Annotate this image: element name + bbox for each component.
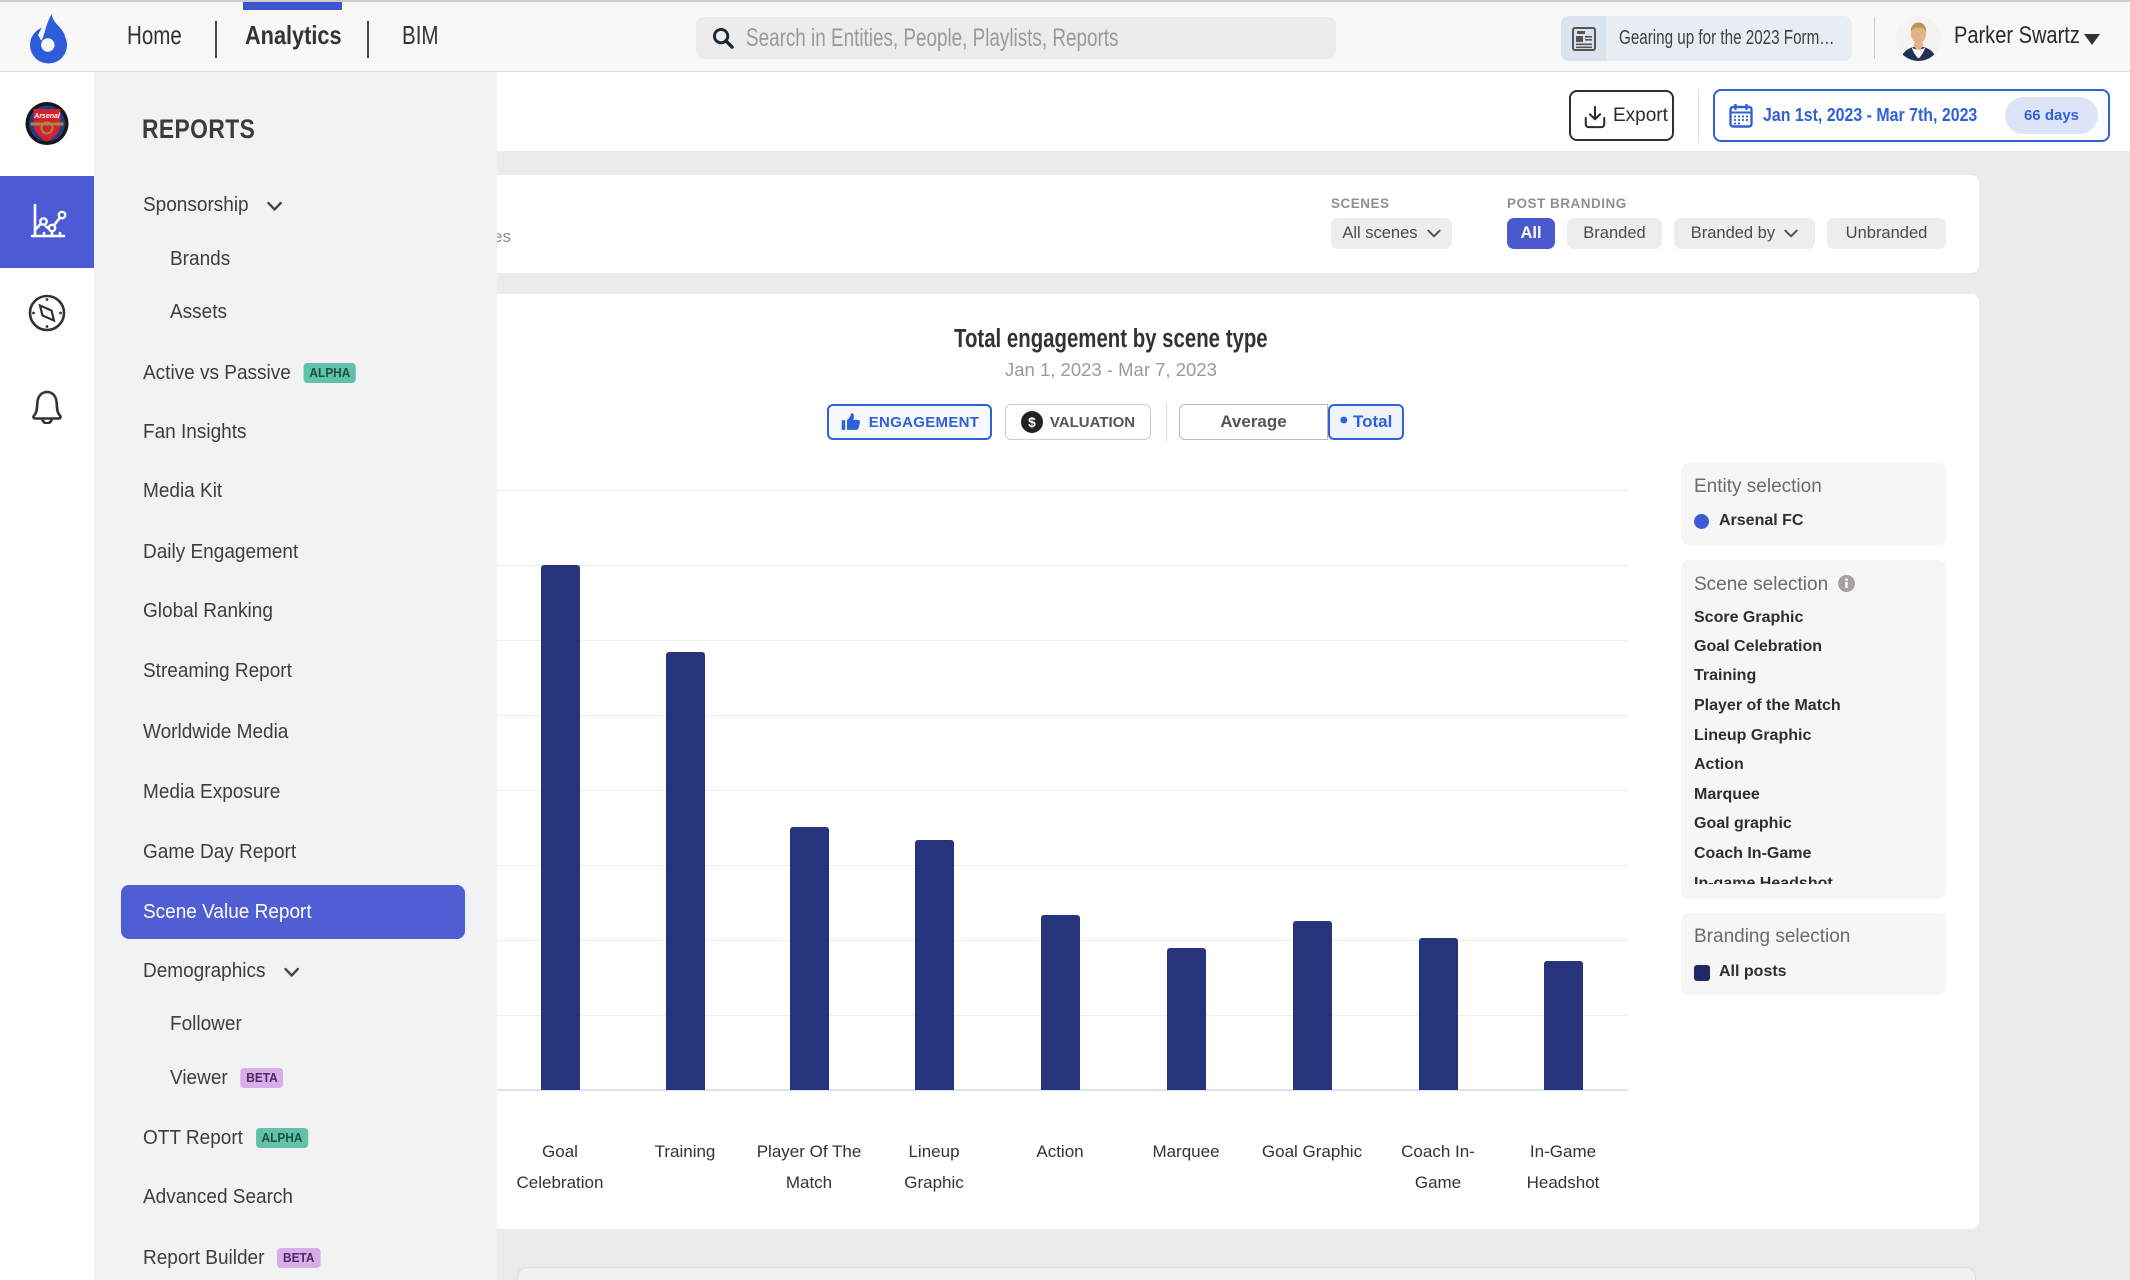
svg-text:Arsenal: Arsenal bbox=[33, 113, 61, 120]
svg-text:$: $ bbox=[1028, 415, 1036, 430]
